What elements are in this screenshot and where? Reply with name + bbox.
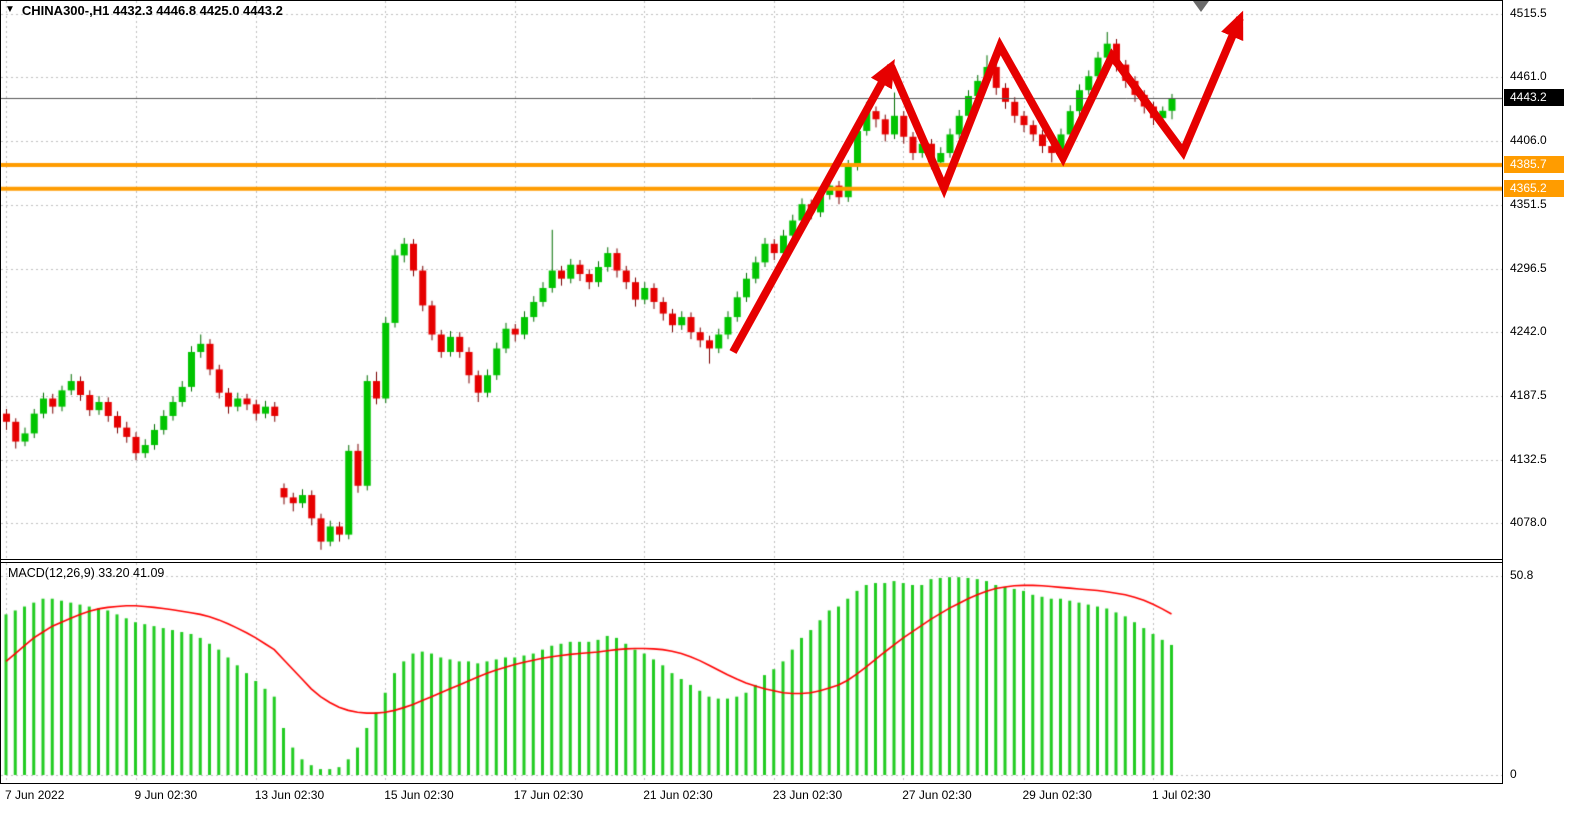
macd-tick-label: 0 — [1510, 767, 1517, 781]
price-tick-label: 4515.5 — [1510, 6, 1547, 20]
trend-annotation[interactable] — [0, 0, 1502, 559]
chevron-down-icon[interactable]: ▼ — [5, 4, 15, 15]
symbol-title: CHINA300-,H1 4432.3 4446.8 4425.0 4443.2 — [21, 3, 283, 18]
hline-price-label: 4385.7 — [1504, 156, 1564, 173]
price-chart-canvas[interactable] — [1, 1, 1502, 559]
price-tick-label: 4406.0 — [1510, 133, 1547, 148]
time-tick-label: 1 Jul 02:30 — [1152, 788, 1211, 802]
price-axis-separator — [1502, 0, 1503, 784]
time-tick-label: 7 Jun 2022 — [5, 788, 65, 802]
time-tick-label: 23 Jun 02:30 — [772, 788, 843, 802]
macd-tick-label: 50.8 — [1510, 568, 1534, 582]
trend-zigzag-arrow[interactable] — [887, 10, 1244, 199]
panel-border-main-bottom — [0, 559, 1502, 560]
macd-canvas[interactable] — [1, 563, 1502, 783]
panel-border-left — [0, 0, 1, 784]
time-tick-label: 27 Jun 02:30 — [902, 788, 972, 802]
macd-indicator-label: MACD(12,26,9) 33.20 41.09 — [8, 566, 165, 580]
time-tick-label: 13 Jun 02:30 — [254, 788, 325, 802]
trend-arrow-up[interactable] — [729, 58, 895, 354]
price-tick-label: 4242.0 — [1510, 324, 1547, 339]
price-tick-label: 4132.5 — [1510, 451, 1547, 466]
time-axis[interactable]: 7 Jun 2022 9 Jun 02:30 13 Jun 02:30 15 Jun … — [0, 785, 1587, 825]
price-tick-label: 4187.5 — [1510, 387, 1547, 402]
panel-border-macd-bottom — [0, 783, 1502, 784]
price-tick-label: 4351.5 — [1510, 196, 1547, 211]
panel-border-top — [0, 0, 1502, 1]
price-tick-label: 4461.0 — [1510, 69, 1547, 84]
price-tick-label: 4078.0 — [1510, 515, 1547, 529]
price-axis[interactable]: 4515.5 4461.0 4406.0 4351.5 4296.5 4242.0 4187… — [1503, 0, 1587, 825]
time-tick-label: 9 Jun 02:30 — [134, 788, 198, 802]
chart-title-row: ▼ CHINA300-,H1 4432.3 4446.8 4425.0 4443… — [5, 3, 283, 19]
panel-border-macd-top — [0, 562, 1502, 563]
current-price-label: 4443.2 — [1504, 89, 1564, 107]
time-tick-label: 29 Jun 02:30 — [1022, 788, 1092, 802]
price-tick-label: 4296.5 — [1510, 260, 1547, 275]
chart-shift-marker-icon[interactable] — [1193, 1, 1209, 12]
time-tick-label: 15 Jun 02:30 — [384, 788, 454, 802]
time-tick-label: 21 Jun 02:30 — [643, 788, 713, 802]
hline-price-label: 4365.2 — [1504, 179, 1564, 197]
time-tick-label: 17 Jun 02:30 — [513, 788, 584, 802]
